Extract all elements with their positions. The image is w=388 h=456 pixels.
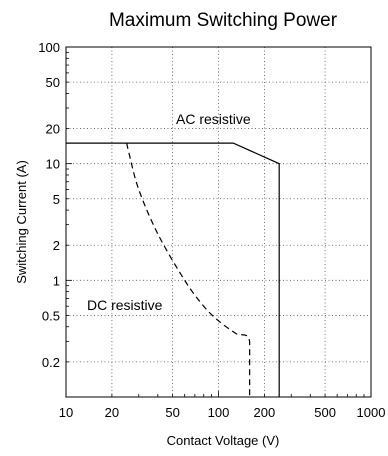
- plot-frame: [65, 46, 372, 398]
- grid: [66, 47, 371, 397]
- y-tick-label: 2: [53, 238, 60, 253]
- chart-title: Maximum Switching Power: [109, 10, 338, 31]
- x-tick-label: 50: [165, 405, 179, 420]
- series-layer: [66, 142, 280, 397]
- x-tick-label: 20: [105, 405, 119, 420]
- series-line-1: [126, 142, 251, 397]
- y-tick-label: 1: [53, 273, 60, 288]
- x-tick-label: 1000: [357, 405, 386, 420]
- annotation-ac-resistive: AC resistive: [176, 111, 251, 127]
- y-tick-label: 50: [46, 75, 60, 90]
- x-tick-label: 100: [208, 405, 230, 420]
- y-tick-label: 0.2: [42, 355, 60, 370]
- x-tick-label: 200: [254, 405, 276, 420]
- y-tick-label: 10: [46, 157, 60, 172]
- x-tick-label: 500: [314, 405, 336, 420]
- y-tick-label: 5: [53, 192, 60, 207]
- annotation-dc-resistive: DC resistive: [87, 297, 163, 313]
- series-line-0: [66, 142, 280, 397]
- y-tick-label: 100: [38, 40, 60, 55]
- y-axis-label: Switching Current (A): [14, 160, 29, 284]
- minor-ticks: [65, 51, 365, 398]
- y-tick-label: 0.5: [42, 308, 60, 323]
- x-axis-label: Contact Voltage (V): [167, 433, 280, 448]
- y-tick-labels: 0.2 0.5 1 2 5 10 20 50 100: [38, 40, 60, 370]
- x-tick-label: 10: [59, 405, 73, 420]
- y-tick-label: 20: [46, 122, 60, 137]
- x-tick-labels: 10 20 50 100 200 500 1000: [59, 405, 386, 420]
